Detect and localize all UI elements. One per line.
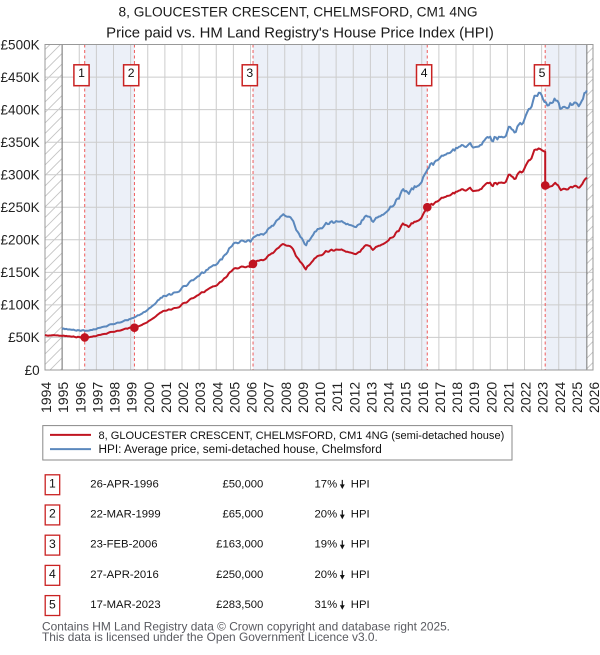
svg-text:2023: 2023 bbox=[535, 382, 551, 413]
svg-text:£0: £0 bbox=[25, 363, 40, 378]
svg-text:2011: 2011 bbox=[329, 382, 345, 412]
svg-text:3: 3 bbox=[49, 537, 56, 551]
svg-text:4: 4 bbox=[421, 66, 428, 80]
svg-text:1997: 1997 bbox=[89, 382, 105, 413]
svg-text:£163,000: £163,000 bbox=[216, 539, 263, 551]
svg-text:2000: 2000 bbox=[141, 382, 157, 413]
svg-text:£250K: £250K bbox=[1, 200, 40, 215]
svg-text:£50,000: £50,000 bbox=[222, 478, 263, 490]
svg-text:2002: 2002 bbox=[175, 382, 191, 413]
svg-text:1994: 1994 bbox=[38, 382, 54, 413]
svg-text:20%: 20% bbox=[315, 569, 338, 581]
svg-text:2021: 2021 bbox=[500, 382, 516, 413]
svg-text:1: 1 bbox=[78, 66, 85, 80]
svg-text:1996: 1996 bbox=[72, 382, 88, 413]
svg-text:HPI: HPI bbox=[351, 478, 370, 490]
svg-text:£150K: £150K bbox=[1, 265, 40, 280]
svg-text:2019: 2019 bbox=[466, 382, 482, 413]
svg-text:2004: 2004 bbox=[209, 382, 225, 413]
svg-text:2007: 2007 bbox=[261, 382, 277, 413]
svg-text:19%: 19% bbox=[315, 539, 338, 551]
svg-text:2018: 2018 bbox=[449, 382, 465, 413]
svg-text:£250,000: £250,000 bbox=[216, 569, 263, 581]
svg-text:2009: 2009 bbox=[295, 382, 311, 413]
svg-text:£300K: £300K bbox=[1, 168, 40, 183]
svg-text:1: 1 bbox=[49, 477, 56, 491]
svg-text:2020: 2020 bbox=[483, 382, 499, 413]
svg-text:HPI: Average price, semi-detac: HPI: Average price, semi-detached house,… bbox=[99, 443, 382, 456]
svg-text:31%: 31% bbox=[315, 599, 338, 611]
svg-text:HPI: HPI bbox=[351, 599, 370, 611]
svg-text:17-MAR-2023: 17-MAR-2023 bbox=[90, 599, 160, 611]
svg-text:4: 4 bbox=[49, 567, 56, 581]
svg-text:8, GLOUCESTER CRESCENT, CHELMS: 8, GLOUCESTER CRESCENT, CHELMSFORD, CM1 … bbox=[99, 430, 505, 442]
svg-text:£400K: £400K bbox=[1, 102, 40, 117]
svg-text:17%: 17% bbox=[315, 478, 338, 490]
svg-text:2026: 2026 bbox=[586, 382, 600, 413]
svg-text:2016: 2016 bbox=[415, 382, 431, 413]
svg-text:2025: 2025 bbox=[569, 382, 585, 413]
svg-text:1998: 1998 bbox=[107, 382, 123, 413]
svg-text:5: 5 bbox=[49, 597, 56, 611]
svg-text:2005: 2005 bbox=[226, 382, 242, 413]
svg-text:2006: 2006 bbox=[244, 382, 260, 413]
svg-text:2014: 2014 bbox=[381, 382, 397, 413]
svg-text:2024: 2024 bbox=[552, 382, 568, 413]
svg-text:2001: 2001 bbox=[158, 382, 174, 413]
svg-text:£50K: £50K bbox=[8, 330, 40, 345]
svg-text:£283,500: £283,500 bbox=[216, 599, 263, 611]
svg-text:1995: 1995 bbox=[55, 382, 71, 413]
svg-text:This data is licensed under th: This data is licensed under the Open Gov… bbox=[42, 630, 378, 644]
svg-text:22-MAR-1999: 22-MAR-1999 bbox=[90, 509, 160, 521]
svg-text:Price paid vs. HM Land Registr: Price paid vs. HM Land Registry's House … bbox=[106, 25, 494, 41]
svg-text:23-FEB-2006: 23-FEB-2006 bbox=[90, 539, 157, 551]
svg-text:£100K: £100K bbox=[1, 298, 40, 313]
svg-text:HPI: HPI bbox=[351, 569, 370, 581]
svg-text:2012: 2012 bbox=[346, 382, 362, 413]
svg-text:£350K: £350K bbox=[1, 135, 40, 150]
svg-text:2015: 2015 bbox=[398, 382, 414, 413]
svg-text:£500K: £500K bbox=[1, 37, 40, 52]
svg-text:5: 5 bbox=[539, 66, 546, 80]
svg-text:HPI: HPI bbox=[351, 539, 370, 551]
svg-text:27-APR-2016: 27-APR-2016 bbox=[90, 569, 158, 581]
svg-text:HPI: HPI bbox=[351, 509, 370, 521]
svg-text:1999: 1999 bbox=[124, 382, 140, 413]
svg-text:26-APR-1996: 26-APR-1996 bbox=[90, 478, 158, 490]
svg-text:2010: 2010 bbox=[312, 382, 328, 413]
svg-text:20%: 20% bbox=[315, 509, 338, 521]
svg-text:2013: 2013 bbox=[363, 382, 379, 413]
svg-text:2017: 2017 bbox=[432, 382, 448, 413]
svg-text:2: 2 bbox=[49, 507, 56, 521]
svg-text:8, GLOUCESTER CRESCENT, CHELMS: 8, GLOUCESTER CRESCENT, CHELMSFORD, CM1 … bbox=[119, 5, 478, 20]
svg-text:£65,000: £65,000 bbox=[222, 509, 263, 521]
svg-text:Contains HM Land Registry data: Contains HM Land Registry data © Crown c… bbox=[42, 620, 450, 634]
svg-text:£450K: £450K bbox=[1, 70, 40, 85]
svg-text:2: 2 bbox=[128, 66, 135, 80]
svg-text:2008: 2008 bbox=[278, 382, 294, 413]
svg-text:£200K: £200K bbox=[1, 233, 40, 248]
svg-text:2022: 2022 bbox=[518, 382, 534, 413]
svg-text:3: 3 bbox=[246, 66, 253, 80]
svg-text:2003: 2003 bbox=[192, 382, 208, 413]
